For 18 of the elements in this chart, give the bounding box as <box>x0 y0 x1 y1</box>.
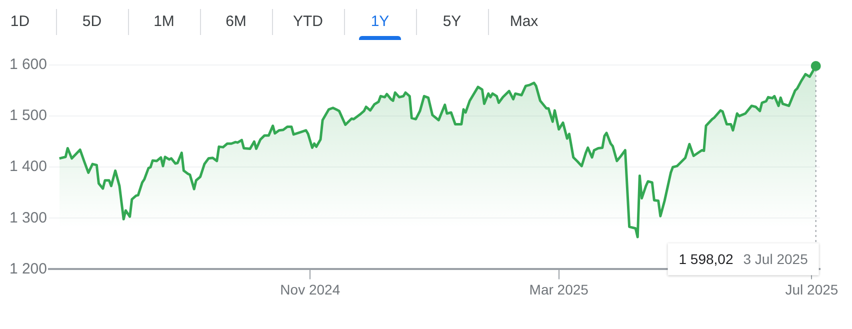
x-tick-label: Mar 2025 <box>529 281 589 298</box>
text: 1Y <box>370 12 390 32</box>
annotation: 1 598,02 <box>678 251 734 268</box>
annotation: 3 Jul 2025 <box>743 251 808 268</box>
y-tick-label: 1 400 <box>9 158 47 176</box>
y-tick-label: 1 600 <box>9 56 47 74</box>
text: Max <box>508 12 540 32</box>
y-tick-label: 1 200 <box>9 260 47 278</box>
text: 1M <box>152 12 176 32</box>
text: 5D <box>81 12 103 32</box>
x-tick-label: Nov 2024 <box>280 281 340 298</box>
text: 5Y <box>442 12 462 32</box>
text: 1D <box>9 12 31 32</box>
y-tick-label: 1 500 <box>9 107 47 124</box>
text: YTD <box>292 12 324 32</box>
x-tick-label: Jul 2025 <box>785 281 838 298</box>
y-tick-label: 1 300 <box>9 209 47 226</box>
text: 6M <box>224 12 248 32</box>
